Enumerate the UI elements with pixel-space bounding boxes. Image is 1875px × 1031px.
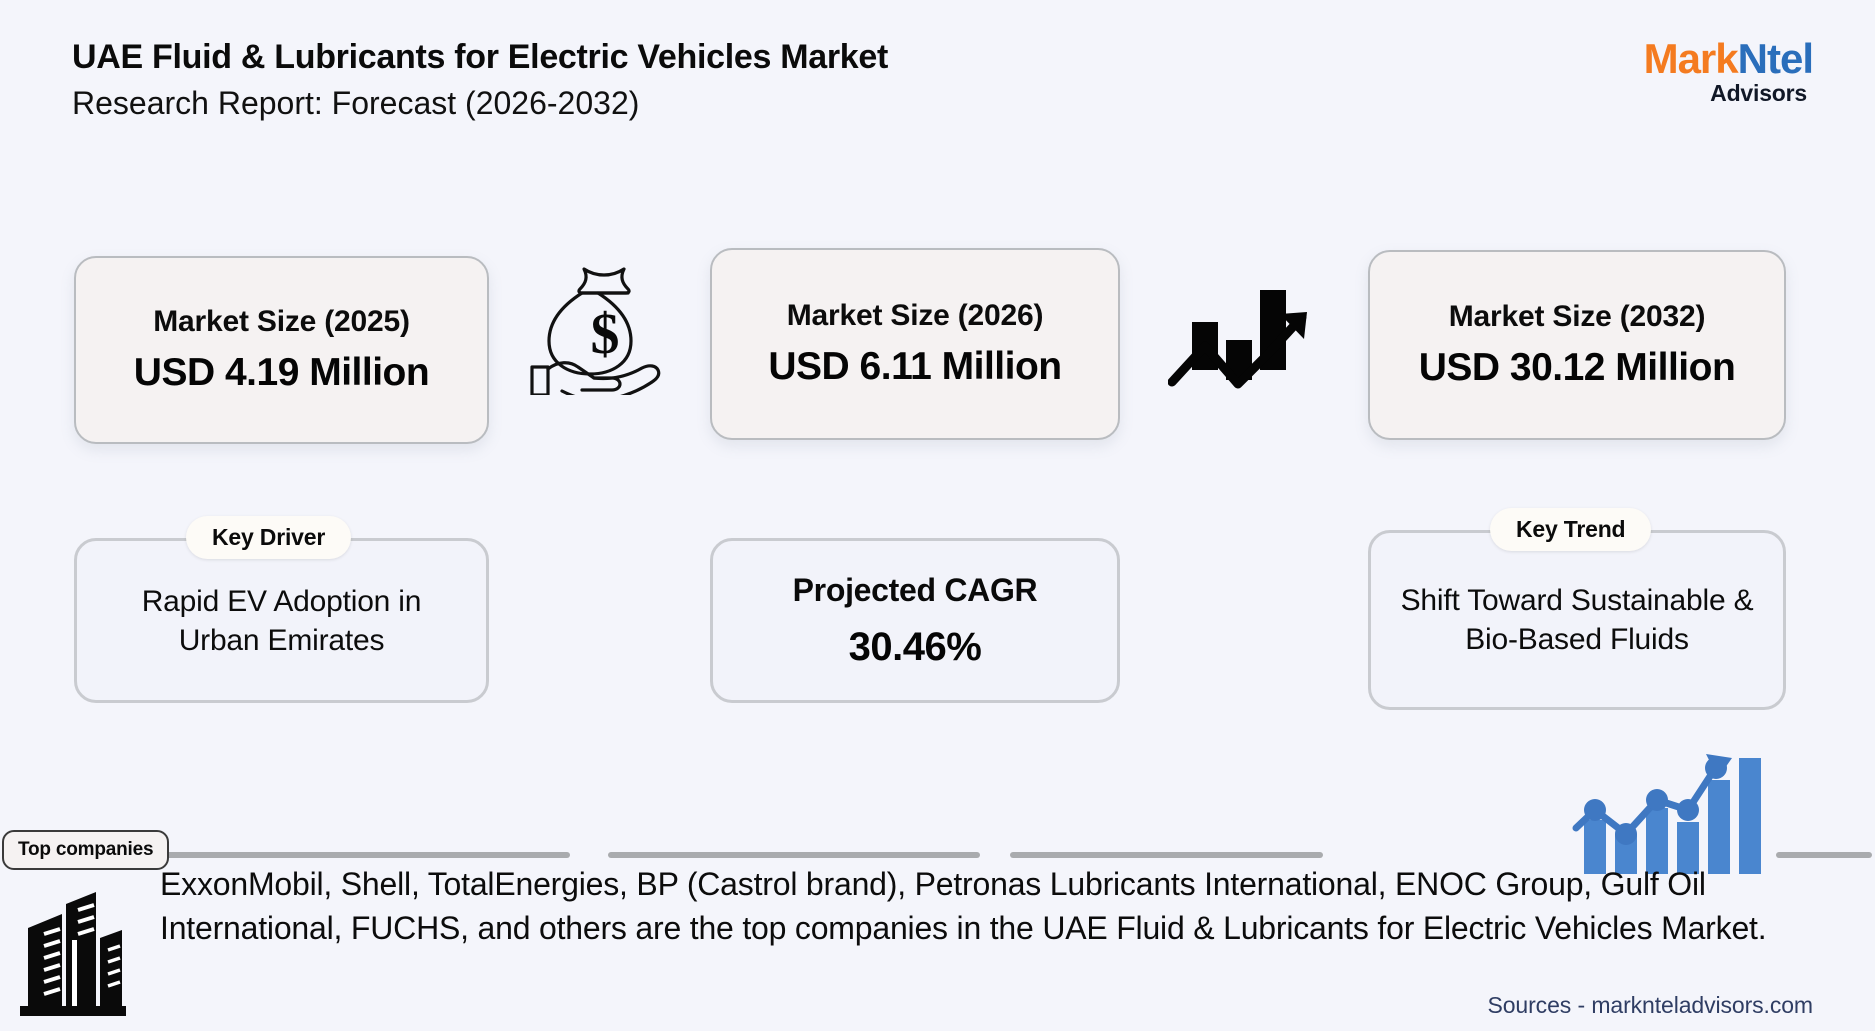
market-size-row: Market Size (2025) USD 4.19 Million Mark…: [0, 248, 1875, 448]
page-title: UAE Fluid & Lubricants for Electric Vehi…: [72, 36, 888, 124]
market-size-value-2025: USD 4.19 Million: [133, 351, 430, 394]
brand-logo: MarkNtel Advisors: [1643, 35, 1814, 106]
growth-chart-icon: [1167, 282, 1313, 392]
divider-segment: [1010, 852, 1323, 858]
bottom-divider: [0, 852, 1875, 862]
market-size-card-2025: Market Size (2025) USD 4.19 Million: [74, 256, 489, 444]
logo-subtitle: Advisors: [1710, 80, 1807, 106]
key-driver-card: Rapid EV Adoption in Urban Emirates: [74, 538, 489, 703]
blue-growth-chart-icon: [1570, 744, 1765, 874]
market-size-value-2032: USD 30.12 Million: [1418, 346, 1736, 389]
top-companies-badge: Top companies: [2, 830, 170, 870]
key-driver-text: Rapid EV Adoption in Urban Emirates: [141, 584, 422, 657]
cagr-label: Projected CAGR: [792, 571, 1038, 608]
svg-text:$: $: [591, 301, 620, 366]
report-subtitle: Research Report: Forecast (2026-2032): [72, 84, 640, 121]
logo-wordmark: MarkNtel: [1643, 35, 1814, 82]
divider-segment: [140, 852, 570, 858]
cagr-card: Projected CAGR 30.46%: [710, 538, 1120, 703]
sources-label: Sources - marknteladvisors.com: [1487, 992, 1814, 1018]
divider-segment: [1776, 852, 1872, 858]
key-trend-text: Shift Toward Sustainable & Bio-Based Flu…: [1400, 584, 1754, 656]
key-trend-pill: Key Trend: [1490, 508, 1652, 551]
key-driver-pill: Key Driver: [186, 516, 352, 559]
market-size-label-2026: Market Size (2026): [786, 299, 1044, 332]
logo-text-mark: Mark: [1643, 35, 1739, 82]
logo-text-ntel: Ntel: [1737, 35, 1814, 82]
insights-row: Key Driver Rapid EV Adoption in Urban Em…: [0, 508, 1875, 730]
market-size-card-2032: Market Size (2032) USD 30.12 Million: [1368, 250, 1786, 440]
page-header: UAE Fluid & Lubricants for Electric Vehi…: [0, 30, 1875, 140]
market-size-label-2025: Market Size (2025): [153, 305, 410, 338]
report-title: UAE Fluid & Lubricants for Electric Vehi…: [72, 38, 889, 76]
market-size-card-2026: Market Size (2026) USD 6.11 Million: [710, 248, 1120, 440]
top-companies-text: ExxonMobil, Shell, TotalEnergies, BP (Ca…: [160, 866, 1767, 947]
cagr-value: 30.46%: [848, 624, 982, 669]
market-size-value-2026: USD 6.11 Million: [768, 345, 1062, 388]
buildings-icon: [18, 888, 128, 1018]
money-bag-icon: $: [530, 255, 680, 402]
key-trend-card: Shift Toward Sustainable & Bio-Based Flu…: [1368, 530, 1786, 710]
divider-segment: [608, 852, 980, 858]
market-size-label-2032: Market Size (2032): [1448, 300, 1706, 333]
